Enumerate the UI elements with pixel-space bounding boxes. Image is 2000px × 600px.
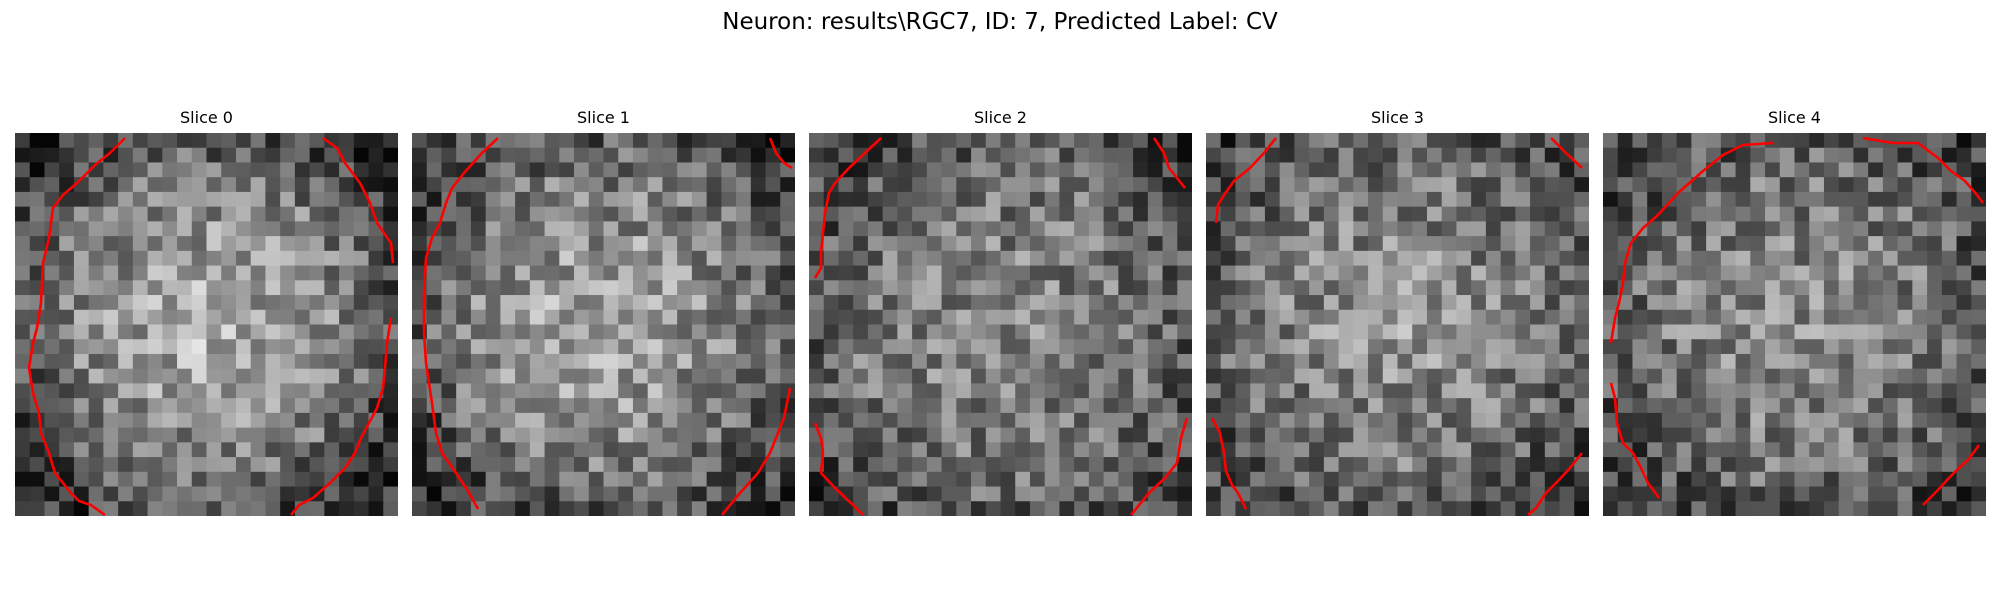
slice-image-4 [1603,133,1986,516]
contour-line [1862,136,1985,204]
contour-line [322,136,395,264]
contour-line [1609,141,1774,344]
slice-image-0 [15,133,398,516]
slice-panel-2: Slice 2 [809,108,1192,516]
slice-panel-4: Slice 4 [1603,108,1986,516]
slice-image-1 [412,133,795,516]
slice-title-3: Slice 3 [1371,108,1424,127]
contour-line [1609,382,1661,499]
slice-panel-3: Slice 3 [1206,108,1589,516]
contour-line [1922,444,1981,506]
contour-line [27,137,126,516]
contour-line [1214,137,1278,224]
contour-line [422,137,499,510]
figure-title: Neuron: results\RGC7, ID: 7, Predicted L… [722,9,1278,35]
contour-line [289,317,393,516]
slice-title-2: Slice 2 [974,108,1027,127]
contour-line [1129,417,1189,516]
contour-line [1550,137,1583,169]
slice-title-0: Slice 0 [180,108,233,127]
contour-line [720,387,792,516]
slice-panel-0: Slice 0 [15,108,398,516]
contour-line [813,422,864,516]
contour-line [813,137,882,279]
slice-image-2 [809,133,1192,516]
contour-line [1527,452,1584,516]
slice-image-3 [1206,133,1589,516]
contour-line [768,137,793,170]
contour-line [1152,137,1187,189]
slice-title-4: Slice 4 [1768,108,1821,127]
slice-panel-1: Slice 1 [412,108,795,516]
contour-line [1210,417,1248,510]
slice-title-1: Slice 1 [577,108,630,127]
